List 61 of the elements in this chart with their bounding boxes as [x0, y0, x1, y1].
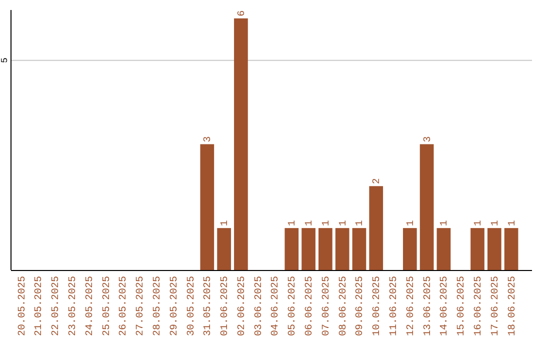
- bar: [352, 228, 366, 270]
- data-label: 1: [507, 220, 518, 226]
- data-label: 1: [473, 220, 484, 226]
- bar: [234, 18, 248, 270]
- x-tick-label: 27.05.2025: [136, 276, 147, 336]
- x-tick-label: 23.05.2025: [68, 276, 79, 336]
- x-tick-label: 18.06.2025: [507, 276, 518, 336]
- data-label: 3: [422, 136, 434, 142]
- x-tick-label: 30.05.2025: [186, 276, 198, 336]
- x-tick-label: 11.06.2025: [389, 276, 400, 336]
- bar: [302, 228, 316, 270]
- x-tick-label: 08.06.2025: [338, 276, 350, 336]
- x-tick-label: 28.05.2025: [152, 276, 164, 336]
- x-tick-label: 14.06.2025: [440, 276, 451, 336]
- x-tick-label: 06.06.2025: [304, 276, 316, 336]
- data-label: 2: [372, 178, 384, 184]
- bar: [436, 228, 451, 270]
- data-label: 6: [236, 10, 248, 16]
- x-tick-label: 22.05.2025: [51, 276, 62, 336]
- bar: [217, 228, 231, 270]
- data-label: 1: [355, 220, 366, 226]
- x-tick-label: 29.05.2025: [169, 276, 180, 336]
- data-label: 1: [440, 220, 451, 226]
- x-tick-label: 16.06.2025: [473, 276, 484, 336]
- bar: [200, 144, 214, 270]
- data-label: 1: [406, 220, 417, 226]
- x-tick-label: 05.06.2025: [288, 276, 299, 336]
- data-label: 1: [220, 220, 232, 226]
- data-label: 1: [338, 220, 350, 226]
- bar: [318, 228, 332, 270]
- x-tick-label: 04.06.2025: [270, 276, 282, 336]
- data-label: 1: [321, 220, 332, 226]
- bar: [369, 186, 384, 270]
- data-label: 1: [490, 220, 502, 226]
- bar: [504, 228, 518, 270]
- bar: [487, 228, 502, 270]
- x-tick-label: 17.06.2025: [490, 276, 502, 336]
- x-tick-label: 13.06.2025: [422, 276, 434, 336]
- x-tick-label: 20.05.2025: [17, 276, 28, 336]
- x-tick-label: 01.06.2025: [220, 276, 232, 336]
- x-tick-label: 15.06.2025: [456, 276, 468, 336]
- bar: [335, 228, 350, 270]
- x-tick-label: 12.06.2025: [406, 276, 417, 336]
- data-label: 1: [288, 220, 299, 226]
- x-tick-label: 26.05.2025: [118, 276, 130, 336]
- x-tick-label: 31.05.2025: [203, 276, 214, 336]
- data-label: 1: [304, 220, 316, 226]
- bar: [420, 144, 434, 270]
- bar: [284, 228, 299, 270]
- x-tick-label: 10.06.2025: [372, 276, 384, 336]
- x-tick-label: 24.05.2025: [84, 276, 96, 336]
- x-tick-label: 03.06.2025: [254, 276, 265, 336]
- bar: [402, 228, 417, 270]
- x-tick-label: 07.06.2025: [321, 276, 332, 336]
- x-tick-label: 02.06.2025: [236, 276, 248, 336]
- x-tick-label: 21.05.2025: [34, 276, 46, 336]
- data-label: 3: [203, 136, 214, 142]
- y-tick-label: 5: [0, 58, 10, 64]
- x-tick-label: 09.06.2025: [355, 276, 366, 336]
- bar: [470, 228, 484, 270]
- x-tick-label: 25.05.2025: [102, 276, 113, 336]
